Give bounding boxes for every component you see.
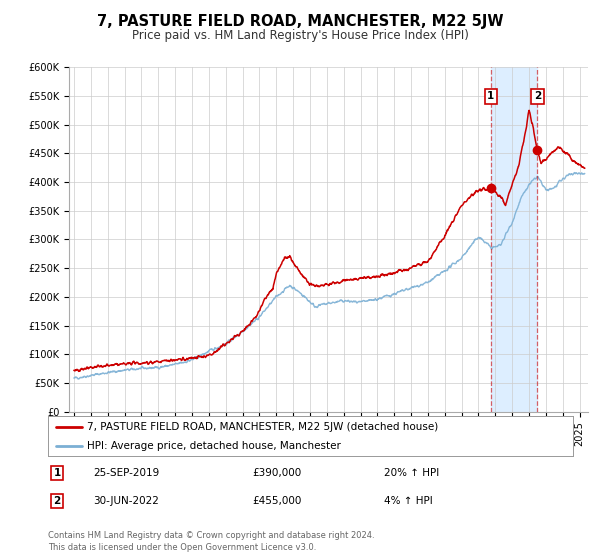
Text: 7, PASTURE FIELD ROAD, MANCHESTER, M22 5JW (detached house): 7, PASTURE FIELD ROAD, MANCHESTER, M22 5… xyxy=(88,422,439,432)
Text: 2: 2 xyxy=(534,91,541,101)
Text: Price paid vs. HM Land Registry's House Price Index (HPI): Price paid vs. HM Land Registry's House … xyxy=(131,29,469,42)
Bar xyxy=(491,67,538,412)
Text: This data is licensed under the Open Government Licence v3.0.: This data is licensed under the Open Gov… xyxy=(48,543,316,552)
Text: 7, PASTURE FIELD ROAD, MANCHESTER, M22 5JW: 7, PASTURE FIELD ROAD, MANCHESTER, M22 5… xyxy=(97,14,503,29)
Text: 4% ↑ HPI: 4% ↑ HPI xyxy=(384,496,433,506)
Text: 1: 1 xyxy=(53,468,61,478)
Text: £390,000: £390,000 xyxy=(252,468,301,478)
Text: 30-JUN-2022: 30-JUN-2022 xyxy=(93,496,159,506)
Text: 20% ↑ HPI: 20% ↑ HPI xyxy=(384,468,439,478)
Text: £455,000: £455,000 xyxy=(252,496,301,506)
Text: Contains HM Land Registry data © Crown copyright and database right 2024.: Contains HM Land Registry data © Crown c… xyxy=(48,531,374,540)
Text: 2: 2 xyxy=(53,496,61,506)
Text: HPI: Average price, detached house, Manchester: HPI: Average price, detached house, Manc… xyxy=(88,441,341,450)
Text: 1: 1 xyxy=(487,91,494,101)
Text: 25-SEP-2019: 25-SEP-2019 xyxy=(93,468,159,478)
